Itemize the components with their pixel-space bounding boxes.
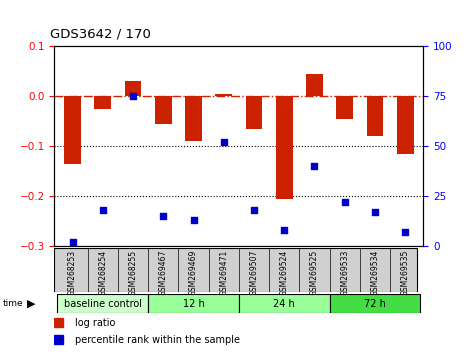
Text: percentile rank within the sample: percentile rank within the sample (75, 335, 240, 345)
Point (341, 199, 349, 205)
Bar (95, 96, 111, 109)
Text: GSM269507: GSM269507 (249, 250, 258, 296)
Text: GSM269471: GSM269471 (219, 250, 228, 296)
Bar (306, 74, 323, 96)
Bar (148, 294, 239, 313)
Bar (57, 294, 148, 313)
Point (69, 239, 76, 245)
Text: GDS3642 / 170: GDS3642 / 170 (50, 28, 150, 41)
Text: 12 h: 12 h (183, 298, 204, 309)
Point (190, 217, 197, 223)
Bar (397, 96, 413, 154)
Bar (54, 336, 63, 344)
Text: 24 h: 24 h (273, 298, 295, 309)
Text: baseline control: baseline control (64, 298, 142, 309)
Bar (330, 294, 420, 313)
Point (99, 207, 106, 213)
Bar (185, 96, 202, 141)
Point (402, 229, 409, 235)
Point (129, 93, 137, 99)
Point (220, 139, 228, 145)
Bar (215, 93, 232, 96)
Text: GSM269524: GSM269524 (280, 250, 289, 296)
Text: GSM269525: GSM269525 (310, 250, 319, 296)
Bar (155, 96, 172, 124)
Text: GSM269534: GSM269534 (370, 250, 379, 296)
Text: time: time (2, 299, 23, 308)
Text: GSM268255: GSM268255 (129, 250, 138, 296)
Text: GSM269535: GSM269535 (401, 250, 410, 296)
Text: GSM269533: GSM269533 (340, 250, 349, 296)
Bar (367, 96, 383, 136)
Text: log ratio: log ratio (75, 318, 115, 328)
Bar (239, 294, 330, 313)
Point (311, 163, 318, 169)
Bar (64, 96, 81, 164)
Text: GSM269467: GSM269467 (159, 250, 168, 296)
Text: GSM268254: GSM268254 (98, 250, 107, 296)
Point (280, 227, 288, 233)
Text: GSM268253: GSM268253 (68, 250, 77, 296)
Point (159, 213, 167, 219)
Bar (276, 96, 292, 199)
Bar (336, 96, 353, 119)
Bar (54, 318, 63, 327)
Bar (245, 96, 263, 129)
Text: 72 h: 72 h (364, 298, 386, 309)
Point (371, 209, 379, 215)
Bar (125, 81, 141, 96)
Text: GSM269469: GSM269469 (189, 250, 198, 296)
Text: ▶: ▶ (27, 298, 35, 309)
Point (250, 207, 258, 213)
